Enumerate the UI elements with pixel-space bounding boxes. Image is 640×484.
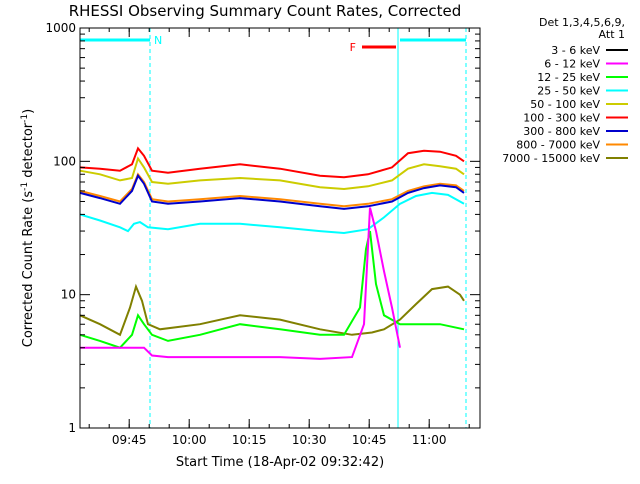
series-line-green: [79, 230, 465, 349]
x-tick-label: 10:15: [232, 433, 267, 447]
x-axis-label: Start Time (18-Apr-02 09:32:42): [176, 455, 384, 470]
legend-label: 6 - 12 keV: [544, 58, 600, 71]
annotation-label-N: N: [154, 34, 162, 47]
y-tick-label: 1000: [45, 21, 76, 35]
legend-label: 25 - 50 keV: [537, 85, 600, 98]
series-line-olive: [79, 283, 465, 337]
y-label-part-2: detector: [21, 122, 36, 182]
legend-label: 300 - 800 keV: [523, 125, 600, 138]
chart-title: RHESSI Observing Summary Count Rates, Co…: [69, 2, 462, 20]
series-line-red: [79, 146, 465, 179]
y-tick-label: 100: [53, 154, 76, 168]
series-line-magenta: [80, 207, 401, 360]
y-tick-label: 10: [61, 288, 76, 302]
plot-area: N F 1 10 100 1000 09:45 10:00 10:15 10:30 10:45 1…: [45, 21, 481, 447]
y-label-part-3: ): [21, 109, 36, 114]
legend-label: 800 - 7000 keV: [516, 139, 600, 152]
legend-label: 12 - 25 keV: [537, 71, 600, 84]
series-line-cyan: [79, 191, 465, 235]
x-tick-label: 10:45: [352, 433, 387, 447]
x-tick-label: 09:45: [112, 433, 147, 447]
annotation-label-F: F: [350, 41, 356, 54]
legend-label: 7000 - 15000 keV: [502, 152, 600, 165]
y-label-superscript-1: -1: [20, 182, 30, 191]
y-label-superscript-2: -1: [20, 114, 30, 123]
legend-label: 50 - 100 keV: [530, 98, 600, 111]
y-tick-label: 1: [68, 421, 76, 435]
series-line-blue: [79, 173, 465, 210]
plot-frame: [79, 27, 481, 429]
legend-header-line-2: Att 1: [599, 28, 625, 41]
legend-header-line-1: Det 1,3,4,5,6,9,: [539, 16, 625, 29]
y-label-part-1: Corrected Count Rate (s: [21, 191, 36, 348]
legend-label: 100 - 300 keV: [523, 112, 600, 125]
series-line-yellow: [79, 156, 465, 191]
x-tick-label: 11:00: [412, 433, 447, 447]
x-tick-label: 10:00: [172, 433, 207, 447]
y-axis-label: Corrected Count Rate (s-1 detector-1): [20, 109, 36, 347]
legend-label: 3 - 6 keV: [551, 44, 600, 57]
x-tick-label: 10:30: [292, 433, 327, 447]
